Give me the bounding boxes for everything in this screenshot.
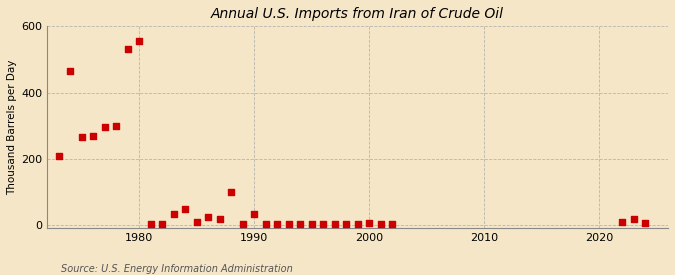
Point	[225, 190, 236, 194]
Point	[168, 211, 179, 216]
Point	[248, 211, 259, 216]
Point	[364, 221, 375, 226]
Point	[237, 222, 248, 227]
Point	[53, 153, 64, 158]
Point	[628, 217, 639, 221]
Point	[76, 135, 87, 139]
Point	[214, 216, 225, 221]
Point	[617, 220, 628, 224]
Point	[318, 222, 329, 227]
Point	[295, 222, 306, 227]
Point	[134, 39, 144, 43]
Point	[111, 123, 122, 128]
Point	[306, 222, 317, 227]
Point	[145, 222, 156, 226]
Point	[99, 125, 110, 130]
Point	[88, 133, 99, 138]
Title: Annual U.S. Imports from Iran of Crude Oil: Annual U.S. Imports from Iran of Crude O…	[211, 7, 504, 21]
Y-axis label: Thousand Barrels per Day: Thousand Barrels per Day	[7, 60, 17, 195]
Point	[65, 69, 76, 73]
Point	[284, 222, 294, 227]
Point	[271, 222, 282, 227]
Point	[375, 222, 386, 227]
Point	[122, 47, 133, 52]
Point	[329, 222, 340, 227]
Point	[191, 220, 202, 225]
Point	[387, 222, 398, 227]
Point	[202, 215, 213, 219]
Point	[640, 221, 651, 226]
Text: Source: U.S. Energy Information Administration: Source: U.S. Energy Information Administ…	[61, 264, 292, 274]
Point	[157, 222, 167, 227]
Point	[352, 222, 363, 227]
Point	[260, 222, 271, 227]
Point	[341, 222, 352, 227]
Point	[180, 206, 190, 211]
